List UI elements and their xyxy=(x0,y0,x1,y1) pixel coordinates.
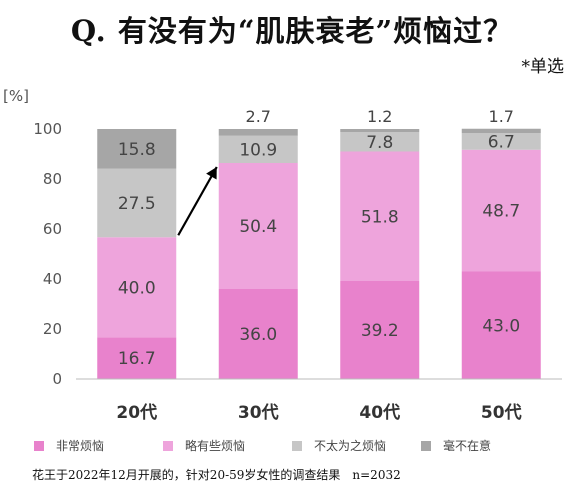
bar-segment xyxy=(218,163,298,289)
data-label: 39.2 xyxy=(361,321,399,341)
data-label: 10.9 xyxy=(239,140,277,160)
y-tick-label: 20 xyxy=(43,320,62,338)
legend-label: 不太为之烦恼 xyxy=(314,439,387,453)
data-label: 40.0 xyxy=(118,278,156,298)
data-label: 1.2 xyxy=(367,107,392,126)
bar-segment xyxy=(97,129,177,169)
bar-segment xyxy=(218,289,298,379)
legend: 非常烦恼 略有些烦恼 不太为之烦恼 毫不在意 xyxy=(0,437,584,457)
data-label: 36.0 xyxy=(239,325,277,345)
x-category-label: 20代 xyxy=(116,402,157,423)
bar-segment xyxy=(461,149,541,272)
legend-label: 略有些烦恼 xyxy=(185,439,246,453)
data-label: 27.5 xyxy=(118,194,156,214)
data-label: 50.4 xyxy=(239,217,277,237)
bar-segment xyxy=(340,129,420,132)
legend-item: 非常烦恼 xyxy=(34,437,104,454)
bar-segment xyxy=(340,132,420,152)
source-note: 花王于2022年12月开展的，针对20-59岁女性的调查结果 n=2032 xyxy=(32,468,401,482)
legend-swatch xyxy=(163,440,173,451)
data-label: 1.7 xyxy=(489,107,514,126)
bar-segment xyxy=(340,281,420,379)
stacked-bar-chart: [%] 0 20 40 60 80 100 16.7 40.0 27.5 15.8 20代 36.0 50… xyxy=(3,87,562,423)
data-label: 16.7 xyxy=(118,349,156,369)
y-tick-label: 80 xyxy=(43,170,62,188)
bar-segment xyxy=(97,337,177,379)
chart-title: Q. 有没有为“肌肤衰老”烦恼过？ xyxy=(70,14,514,48)
bar-segment xyxy=(461,128,541,133)
bar-segment xyxy=(340,151,420,281)
data-label: 15.8 xyxy=(118,140,156,160)
bar-segment xyxy=(218,135,298,163)
y-tick-label: 60 xyxy=(43,220,62,238)
legend-swatch xyxy=(34,440,44,451)
y-axis-unit-label: [%] xyxy=(3,87,29,105)
data-label: 48.7 xyxy=(482,202,520,222)
y-tick-label: 40 xyxy=(43,270,62,288)
annotation-arrow-head xyxy=(206,167,217,180)
legend-item: 毫不在意 xyxy=(421,437,491,454)
x-category-label: 40代 xyxy=(359,402,400,423)
data-label: 51.8 xyxy=(361,207,399,227)
data-label: 7.8 xyxy=(366,133,393,153)
data-label: 6.7 xyxy=(488,132,515,152)
annotation-arrow-line xyxy=(177,166,218,236)
x-category-label: 30代 xyxy=(238,402,279,423)
legend-item: 不太为之烦恼 xyxy=(292,437,386,454)
bar-segment xyxy=(461,271,541,379)
y-tick-label: 0 xyxy=(52,370,62,388)
x-category-label: 50代 xyxy=(481,402,522,423)
legend-label: 毫不在意 xyxy=(443,439,492,453)
legend-label: 非常烦恼 xyxy=(56,439,105,453)
bar-segment xyxy=(461,133,541,150)
y-tick-label: 100 xyxy=(33,120,62,138)
data-label: 43.0 xyxy=(482,316,520,336)
chart-subtitle: *单选 xyxy=(521,57,565,77)
bar-segment xyxy=(97,168,177,238)
legend-swatch xyxy=(292,440,302,451)
data-label: 2.7 xyxy=(246,107,271,126)
legend-item: 略有些烦恼 xyxy=(163,437,245,454)
bar-segment xyxy=(97,237,177,338)
legend-swatch xyxy=(421,440,431,451)
bar-segment xyxy=(218,129,298,136)
